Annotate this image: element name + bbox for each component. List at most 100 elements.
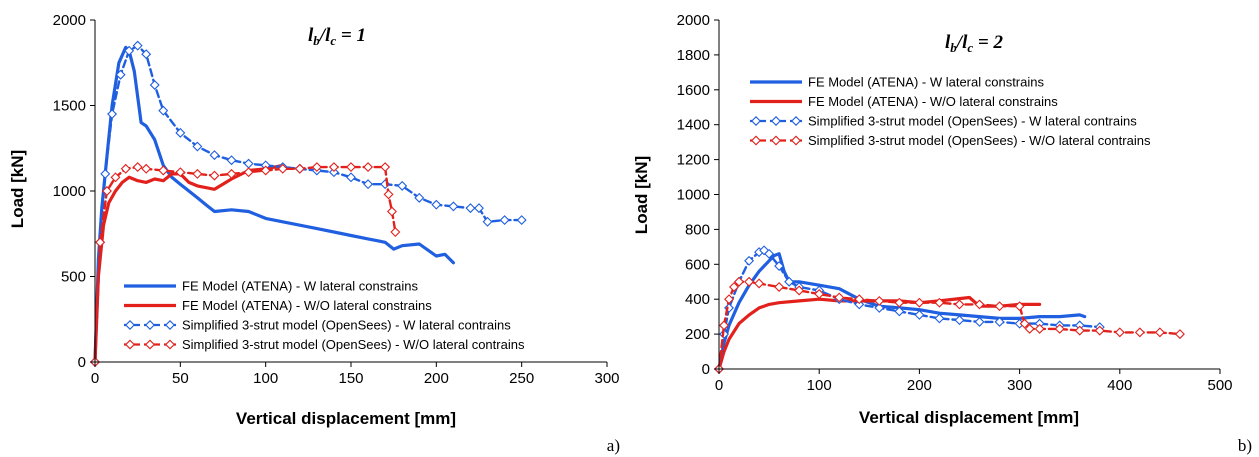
- series-point-3: [363, 179, 374, 190]
- legend-label-1: FE Model (ATENA) - W lateral constrains: [808, 75, 1044, 90]
- series-point-3: [226, 155, 237, 166]
- series-point-3: [132, 40, 143, 51]
- series-line-2: [93, 163, 285, 364]
- series-point-4: [934, 297, 945, 308]
- y-tick-label: 400: [685, 291, 710, 308]
- series-point-4: [175, 167, 186, 178]
- series-point-4: [1154, 327, 1165, 338]
- series-point-3: [465, 203, 476, 214]
- series-point-3: [724, 302, 734, 313]
- x-tick-label: 200: [907, 377, 932, 394]
- x-tick-label: 250: [509, 370, 534, 387]
- series-point-3: [759, 245, 770, 256]
- series-point-3: [243, 158, 254, 169]
- series-point-3: [974, 316, 985, 327]
- axes-b: 0 100 200 300 400 500 0 200 400 600 800 1000 1200 140…: [677, 12, 1233, 394]
- legend-label-4: Simplified 3-strut model (OpenSees) - W/…: [182, 337, 525, 352]
- y-tick-label: 2000: [677, 12, 710, 29]
- series-point-3: [209, 150, 220, 161]
- legend-label-3: Simplified 3-strut model (OpenSees) - W …: [182, 318, 511, 333]
- legend-marker: [791, 135, 801, 146]
- series-point-3: [474, 203, 484, 214]
- series-point-4: [1034, 323, 1045, 334]
- series-point-3: [934, 313, 945, 324]
- series-point-4: [1054, 323, 1065, 334]
- y-tick-label: 0: [702, 361, 710, 378]
- y-axis-label-a: Load [kN]: [8, 150, 27, 228]
- series-point-3: [784, 276, 795, 287]
- series-point-4: [101, 186, 112, 196]
- series-point-3: [149, 80, 160, 90]
- series-point-4: [724, 294, 734, 305]
- series-point-4: [294, 163, 305, 174]
- series-point-4: [729, 282, 740, 292]
- series-point-3: [499, 215, 510, 226]
- series-point-3: [854, 299, 865, 310]
- legend-label-3: Simplified 3-strut model (OpenSees) - W …: [808, 114, 1137, 129]
- x-tick-label: 400: [1107, 377, 1132, 394]
- series-group-a: [90, 40, 527, 367]
- series-point-4: [954, 299, 965, 310]
- series-point-4: [1019, 318, 1030, 329]
- series-point-3: [192, 141, 203, 152]
- y-tick-label: 1800: [677, 47, 710, 64]
- series-point-4: [834, 292, 845, 303]
- x-axis-label-a: Vertical displacement [mm]: [236, 409, 456, 428]
- ratio-label-b: lb/lc = 2: [945, 32, 1003, 55]
- y-tick-label: 1000: [53, 183, 86, 200]
- series-point-4: [380, 162, 391, 173]
- series-point-4: [1024, 323, 1035, 334]
- series-line-1: [93, 45, 455, 364]
- series-point-3: [516, 215, 527, 226]
- panel-label-a: a): [607, 436, 620, 455]
- series-point-4: [132, 162, 143, 173]
- series-point-4: [744, 276, 755, 287]
- legend-marker: [165, 339, 175, 350]
- series-point-4: [346, 162, 356, 173]
- series-point-3: [431, 199, 442, 210]
- x-tick-label: 0: [91, 370, 99, 387]
- series-point-3: [774, 261, 785, 272]
- legend-marker: [145, 320, 155, 330]
- x-tick-label: 100: [253, 370, 278, 387]
- legend-a: FE Model (ATENA) - W lateral constrains F…: [124, 279, 525, 352]
- series-point-4: [874, 295, 885, 306]
- series-point-4: [1134, 327, 1145, 338]
- series-point-4: [1174, 329, 1185, 340]
- series-point-3: [764, 248, 775, 259]
- series-point-3: [482, 216, 493, 227]
- legend-marker: [125, 320, 135, 330]
- series-point-3: [175, 127, 186, 138]
- y-tick-label: 1200: [677, 152, 710, 169]
- series-point-3: [100, 168, 111, 179]
- ratio-label-a: lb/lc = 1: [308, 25, 366, 48]
- series-point-4: [1114, 327, 1125, 338]
- y-tick-label: 500: [61, 269, 86, 286]
- series-point-3: [954, 315, 965, 326]
- series-point-3: [141, 49, 152, 60]
- x-tick-label: 200: [424, 370, 449, 387]
- series-point-4: [363, 162, 374, 173]
- series-point-4: [754, 278, 765, 289]
- series-point-4: [158, 165, 169, 176]
- y-tick-label: 2000: [53, 12, 86, 29]
- y-tick-label: 1500: [53, 98, 86, 115]
- series-point-4: [1074, 325, 1085, 336]
- series-point-3: [124, 45, 135, 56]
- legend-label-1: FE Model (ATENA) - W lateral constrains: [182, 279, 418, 294]
- series-point-4: [774, 282, 785, 292]
- series-line-3: [93, 44, 523, 364]
- series-point-4: [719, 320, 729, 331]
- y-tick-label: 1000: [677, 187, 710, 204]
- series-point-4: [974, 299, 985, 310]
- series-point-4: [894, 297, 905, 308]
- series-point-3: [894, 306, 905, 317]
- series-point-4: [243, 167, 254, 178]
- y-tick-label: 0: [78, 354, 86, 371]
- chart-panel-b: 0 100 200 300 400 500 0 200 400 600 800 1000 1200 140…: [632, 12, 1252, 455]
- series-point-4: [390, 227, 401, 238]
- series-point-4: [1014, 301, 1025, 312]
- y-tick-label: 600: [685, 256, 710, 273]
- legend-marker: [771, 116, 781, 126]
